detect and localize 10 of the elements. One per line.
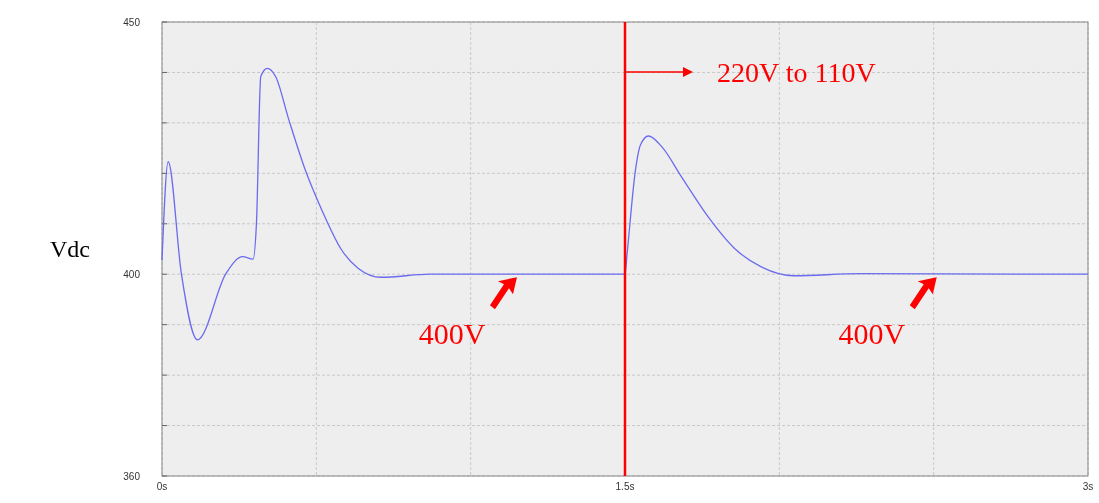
annotation: 400V (418, 317, 486, 351)
ref-line-label: 220V to 110V (717, 56, 876, 88)
y-tick-label: 400 (123, 268, 141, 280)
y-tick-label: 360 (123, 470, 141, 482)
x-tick-label: 0s (156, 481, 168, 492)
y-tick-label: 450 (123, 16, 141, 28)
x-tick-label: 1.5s (615, 481, 635, 492)
x-tick-label: 3s (1082, 481, 1094, 492)
annotation: 400V (838, 317, 906, 351)
y-axis-title: Vdc (50, 236, 90, 263)
